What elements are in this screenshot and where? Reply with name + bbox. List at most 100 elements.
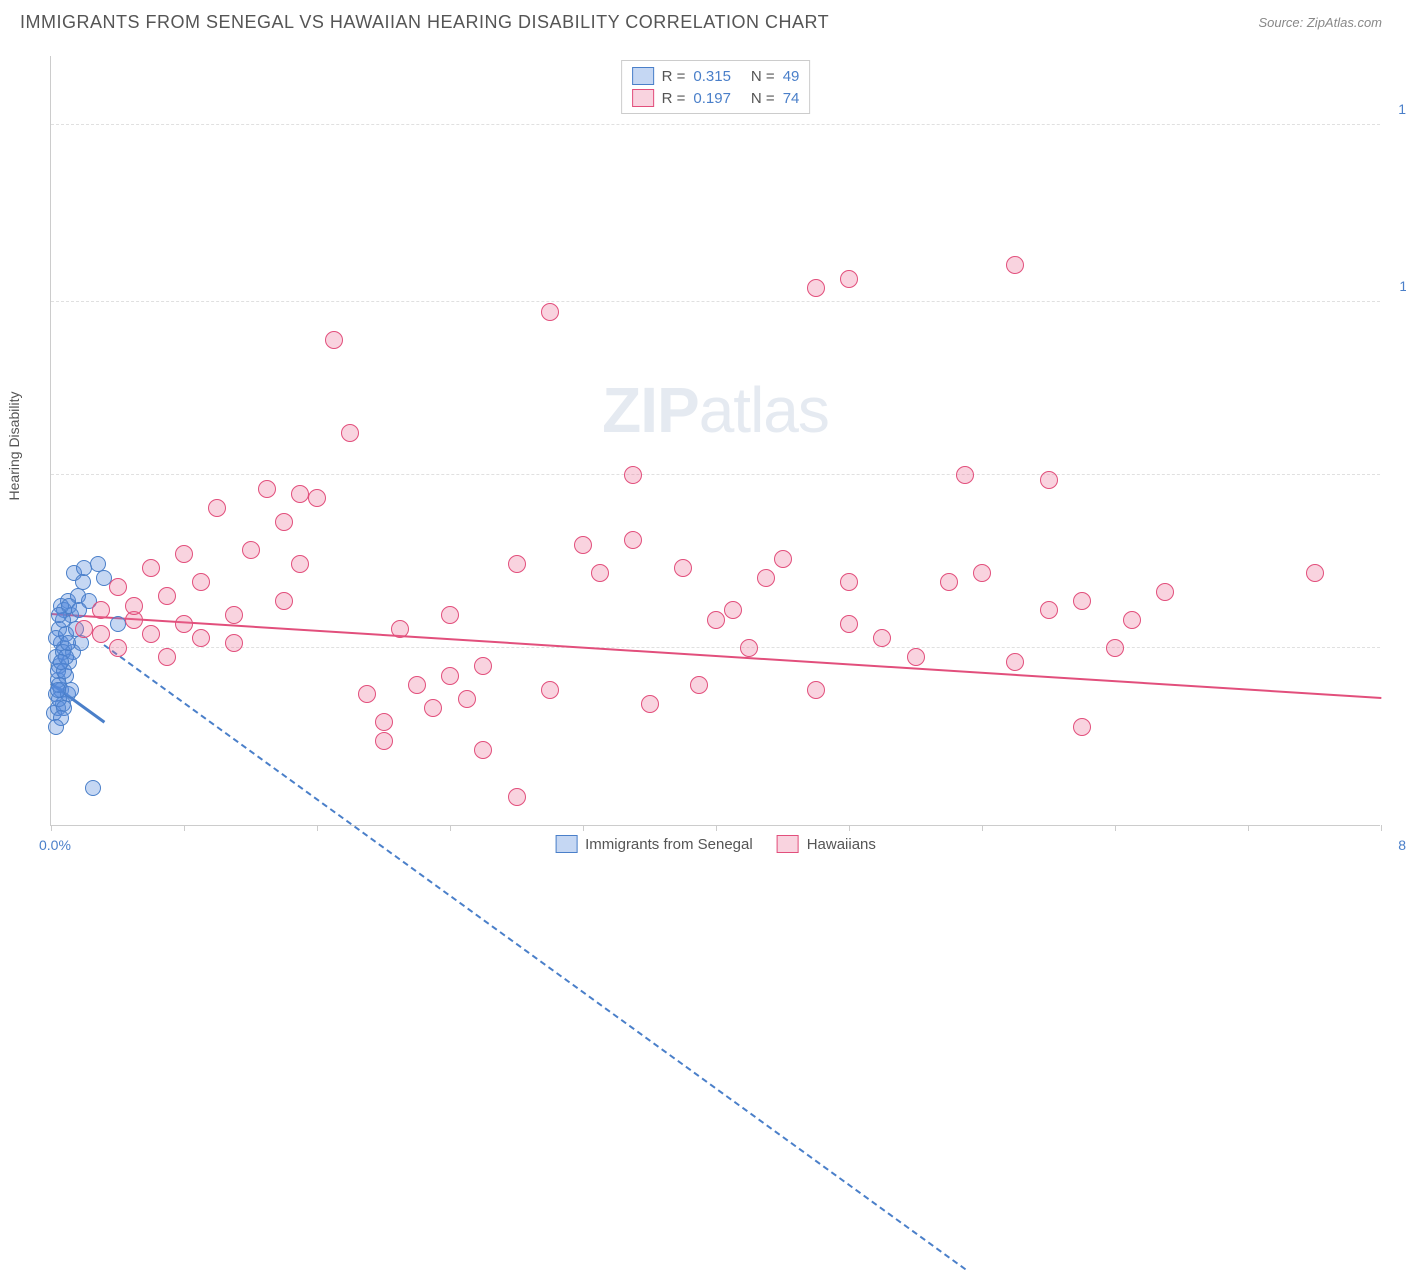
data-point-hawaiians	[541, 303, 559, 321]
legend-swatch	[632, 67, 654, 85]
data-point-hawaiians	[724, 601, 742, 619]
watermark: ZIPatlas	[602, 373, 829, 447]
data-point-hawaiians	[1073, 592, 1091, 610]
data-point-hawaiians	[840, 270, 858, 288]
y-tick-label: 15.0%	[1388, 101, 1406, 117]
data-point-hawaiians	[508, 555, 526, 573]
x-tick	[849, 825, 850, 831]
x-tick	[317, 825, 318, 831]
data-point-hawaiians	[973, 564, 991, 582]
data-point-hawaiians	[225, 634, 243, 652]
x-tick	[982, 825, 983, 831]
r-label: R =	[662, 90, 686, 107]
legend-swatch	[632, 89, 654, 107]
data-point-senegal	[48, 719, 64, 735]
data-point-hawaiians	[940, 573, 958, 591]
data-point-hawaiians	[75, 620, 93, 638]
correlation-legend-row: R = 0.197 N = 74	[632, 87, 800, 109]
x-max-label: 80.0%	[1398, 837, 1406, 853]
data-point-hawaiians	[408, 676, 426, 694]
data-point-hawaiians	[424, 699, 442, 717]
y-tick-label: 11.2%	[1388, 278, 1406, 294]
data-point-hawaiians	[92, 625, 110, 643]
data-point-senegal	[71, 602, 87, 618]
gridline	[51, 474, 1380, 475]
x-tick	[1115, 825, 1116, 831]
y-tick-label: 3.8%	[1388, 624, 1406, 640]
legend-swatch	[777, 835, 799, 853]
n-label: N =	[751, 90, 775, 107]
gridline	[51, 647, 1380, 648]
data-point-hawaiians	[275, 513, 293, 531]
gridline	[51, 124, 1380, 125]
data-point-hawaiians	[441, 667, 459, 685]
data-point-hawaiians	[291, 555, 309, 573]
n-label: N =	[751, 68, 775, 85]
data-point-senegal	[85, 780, 101, 796]
data-point-hawaiians	[1040, 471, 1058, 489]
data-point-hawaiians	[1306, 564, 1324, 582]
r-value: 0.197	[693, 90, 731, 107]
data-point-senegal	[53, 654, 69, 670]
data-point-hawaiians	[641, 695, 659, 713]
chart-title: IMMIGRANTS FROM SENEGAL VS HAWAIIAN HEAR…	[20, 12, 829, 33]
scatter-chart: ZIPatlas 0.0% 80.0% 3.8%7.5%11.2%15.0%R …	[50, 56, 1380, 826]
gridline	[51, 301, 1380, 302]
data-point-hawaiians	[474, 657, 492, 675]
data-point-senegal	[75, 574, 91, 590]
series-legend: Immigrants from Senegal Hawaiians	[555, 835, 876, 853]
r-value: 0.315	[693, 68, 731, 85]
x-tick	[1248, 825, 1249, 831]
data-point-hawaiians	[192, 573, 210, 591]
data-point-hawaiians	[1073, 718, 1091, 736]
data-point-hawaiians	[158, 587, 176, 605]
data-point-hawaiians	[325, 331, 343, 349]
series-legend-item: Hawaiians	[777, 835, 876, 853]
data-point-hawaiians	[1123, 611, 1141, 629]
data-point-hawaiians	[1040, 601, 1058, 619]
data-point-hawaiians	[807, 681, 825, 699]
data-point-senegal	[110, 616, 126, 632]
data-point-hawaiians	[541, 681, 559, 699]
data-point-hawaiians	[624, 531, 642, 549]
x-min-label: 0.0%	[39, 837, 71, 853]
data-point-hawaiians	[574, 536, 592, 554]
x-tick	[1381, 825, 1382, 831]
data-point-hawaiians	[474, 741, 492, 759]
trendline-senegal-dashed	[104, 645, 966, 1270]
correlation-legend: R =0.315N =49R =0.197N =74	[621, 60, 811, 114]
data-point-hawaiians	[92, 601, 110, 619]
data-point-hawaiians	[291, 485, 309, 503]
series-label: Hawaiians	[807, 836, 876, 853]
data-point-hawaiians	[175, 545, 193, 563]
data-point-hawaiians	[142, 625, 160, 643]
data-point-senegal	[60, 635, 76, 651]
x-tick	[583, 825, 584, 831]
data-point-hawaiians	[907, 648, 925, 666]
series-legend-item: Immigrants from Senegal	[555, 835, 753, 853]
data-point-hawaiians	[591, 564, 609, 582]
data-point-hawaiians	[840, 615, 858, 633]
x-tick	[716, 825, 717, 831]
data-point-hawaiians	[956, 466, 974, 484]
data-point-hawaiians	[1156, 583, 1174, 601]
data-point-senegal	[50, 682, 66, 698]
data-point-hawaiians	[142, 559, 160, 577]
n-value: 74	[783, 90, 800, 107]
x-tick	[450, 825, 451, 831]
data-point-hawaiians	[208, 499, 226, 517]
data-point-hawaiians	[740, 639, 758, 657]
x-tick	[51, 825, 52, 831]
data-point-hawaiians	[175, 615, 193, 633]
data-point-hawaiians	[258, 480, 276, 498]
y-tick-label: 7.5%	[1388, 451, 1406, 467]
data-point-hawaiians	[757, 569, 775, 587]
data-point-hawaiians	[308, 489, 326, 507]
data-point-hawaiians	[242, 541, 260, 559]
data-point-hawaiians	[125, 597, 143, 615]
correlation-legend-row: R =0.315N =49	[632, 65, 800, 87]
data-point-hawaiians	[375, 713, 393, 731]
data-point-hawaiians	[690, 676, 708, 694]
data-point-hawaiians	[341, 424, 359, 442]
data-point-hawaiians	[158, 648, 176, 666]
